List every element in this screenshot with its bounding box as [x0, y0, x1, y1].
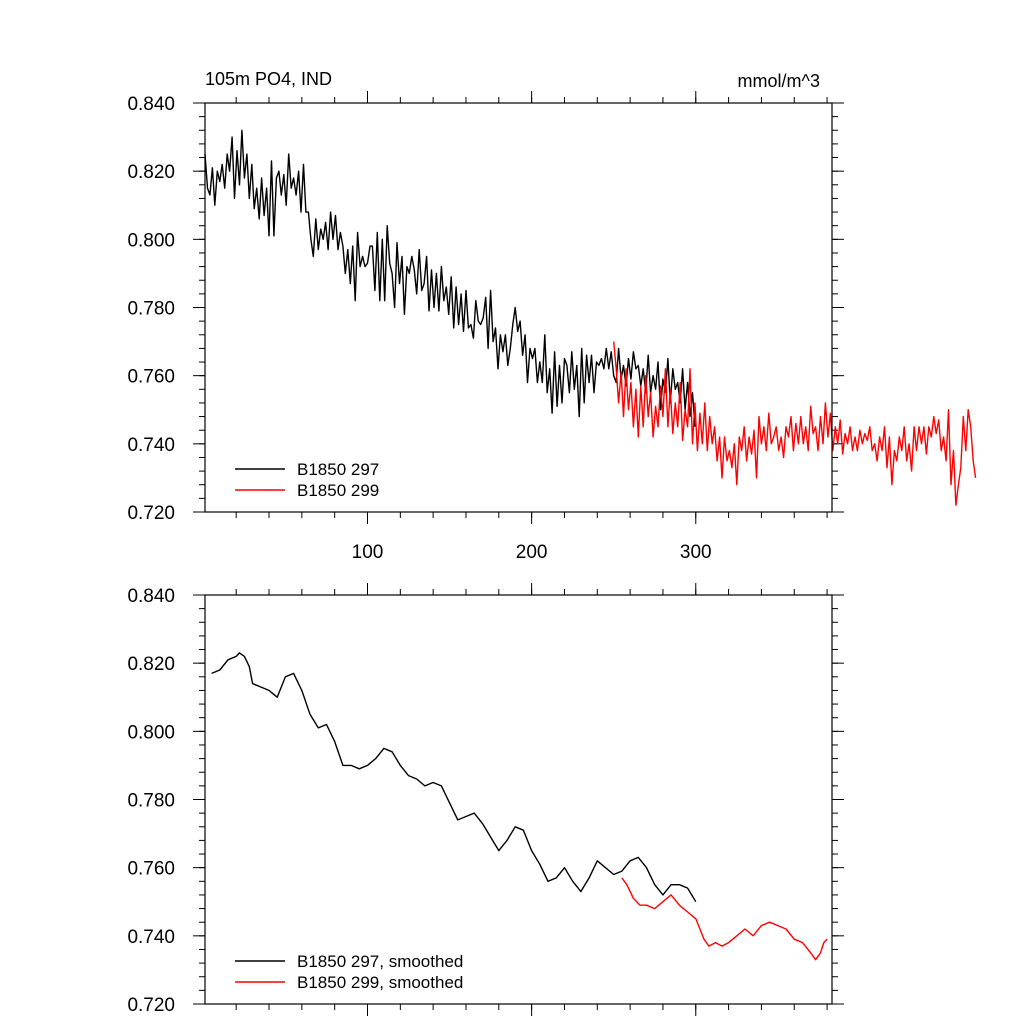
- top-chart-title: 105m PO4, IND: [205, 69, 332, 89]
- y-tick-label: 0.720: [127, 503, 175, 524]
- bottom-y-tick-labels: 0.720 0.740 0.760 0.780 0.800 0.820 0.84…: [127, 586, 175, 1016]
- legend-label-b1850-297-smoothed: B1850 297, smoothed: [297, 952, 463, 971]
- bottom-legend: B1850 297, smoothed B1850 299, smoothed: [235, 952, 463, 992]
- y-tick-label: 0.820: [127, 162, 175, 183]
- x-tick-label: 100: [352, 542, 384, 563]
- y-tick-label: 0.840: [127, 586, 175, 607]
- series-line-b1850-297-smoothed: [211, 652, 697, 903]
- bottom-plot-frame: [204, 594, 833, 1005]
- y-tick-label: 0.780: [127, 299, 175, 320]
- bottom-axis-ticks: [193, 583, 844, 1016]
- series-line-b1850-297: [204, 129, 696, 427]
- top-y-tick-labels: 0.720 0.740 0.760 0.780 0.800 0.820 0.84…: [127, 94, 175, 524]
- series-line-b1850-299: [613, 341, 977, 506]
- top-chart: 105m PO4, IND mmol/m^3 0.720 0.740 0.760…: [127, 69, 977, 563]
- y-tick-label: 0.800: [127, 230, 175, 251]
- x-tick-label: 300: [680, 542, 712, 563]
- series-line-b1850-299-smoothed: [621, 877, 828, 961]
- y-tick-label: 0.760: [127, 859, 175, 880]
- y-tick-label: 0.740: [127, 927, 175, 948]
- y-tick-label: 0.740: [127, 435, 175, 456]
- top-plot-frame: [204, 102, 833, 513]
- legend-label-b1850-299-smoothed: B1850 299, smoothed: [297, 973, 463, 992]
- top-x-tick-labels: 100 200 300: [352, 542, 712, 563]
- y-tick-label: 0.780: [127, 791, 175, 812]
- top-chart-units: mmol/m^3: [738, 71, 820, 91]
- y-tick-label: 0.720: [127, 995, 175, 1016]
- y-tick-label: 0.840: [127, 94, 175, 115]
- bottom-chart: 0.720 0.740 0.760 0.780 0.800 0.820 0.84…: [127, 583, 844, 1016]
- top-axis-ticks: [193, 91, 844, 524]
- y-tick-label: 0.760: [127, 367, 175, 388]
- y-tick-label: 0.800: [127, 722, 175, 743]
- top-legend: B1850 297 B1850 299: [235, 460, 379, 500]
- legend-label-b1850-297: B1850 297: [297, 460, 379, 479]
- x-tick-label: 200: [516, 542, 548, 563]
- legend-label-b1850-299: B1850 299: [297, 481, 379, 500]
- y-tick-label: 0.820: [127, 654, 175, 675]
